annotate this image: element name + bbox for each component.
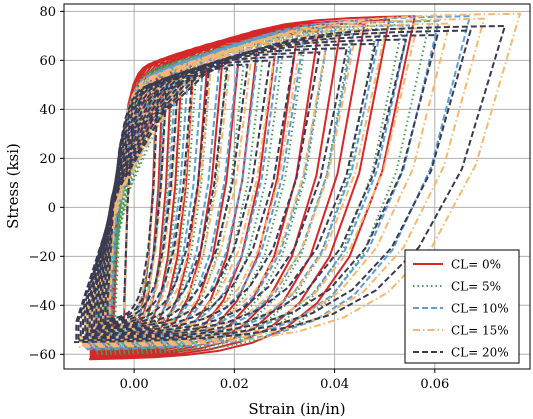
x-axis-ticks: 0.00 0.02 0.04 0.06 — [120, 369, 449, 392]
y-tick-label: 0 — [48, 201, 56, 216]
series-layer — [73, 12, 521, 361]
y-axis-label: Stress (ksi) — [4, 143, 22, 229]
series-line-5 — [73, 25, 506, 344]
legend-label: CL= 20% — [451, 346, 509, 360]
legend: CL= 0% CL= 5% CL= 10% CL= 15% CL= 20% — [404, 249, 520, 364]
y-tick-label: −40 — [29, 299, 56, 314]
y-tick-label: 60 — [39, 54, 56, 69]
y-tick-label: 40 — [39, 103, 56, 118]
legend-label: CL= 10% — [451, 302, 509, 316]
y-axis-ticks: −60 −40 −20 0 20 40 60 80 — [29, 5, 64, 363]
x-tick-label: 0.02 — [220, 377, 249, 392]
x-tick-label: 0.00 — [120, 377, 149, 392]
legend-label: CL= 15% — [451, 324, 509, 338]
x-tick-label: 0.04 — [320, 377, 349, 392]
y-tick-label: −20 — [29, 250, 56, 265]
y-tick-label: 80 — [39, 5, 56, 20]
y-tick-label: −60 — [29, 348, 56, 363]
legend-label: CL= 5% — [451, 280, 501, 294]
legend-box — [404, 249, 520, 364]
legend-label: CL= 0% — [451, 258, 501, 272]
series-line-4 — [78, 12, 521, 348]
y-tick-label: 20 — [39, 152, 56, 167]
plot-frame — [63, 3, 531, 370]
x-axis-label: Strain (in/in) — [248, 400, 345, 418]
x-tick-label: 0.06 — [420, 377, 449, 392]
